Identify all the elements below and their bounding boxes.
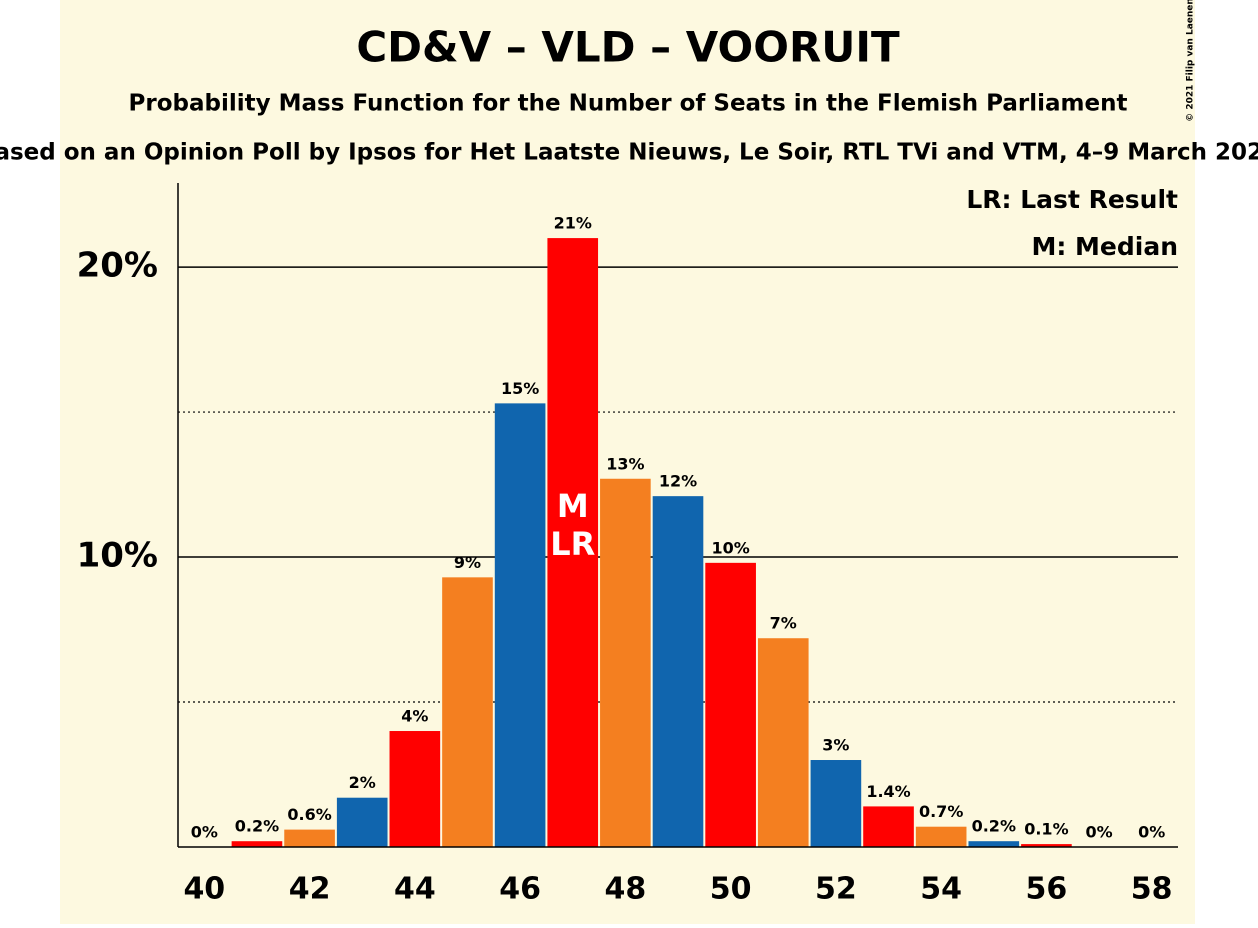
legend-entry: M: Median	[1031, 232, 1178, 261]
x-tick-label: 56	[1026, 872, 1068, 907]
bar	[757, 638, 809, 847]
bar	[547, 238, 599, 848]
value-label: 15%	[501, 379, 539, 398]
bar	[1021, 844, 1072, 847]
bar	[284, 829, 335, 847]
bar	[863, 806, 914, 847]
y-tick-label: 20%	[77, 246, 158, 286]
value-label: 3%	[822, 736, 849, 755]
x-tick-label: 52	[815, 872, 857, 907]
bar	[494, 403, 546, 847]
value-label: 0%	[1138, 823, 1165, 842]
bar	[968, 841, 1020, 847]
bar	[336, 797, 388, 847]
value-label: 0%	[191, 823, 218, 842]
bar	[915, 826, 967, 847]
annotation: LR	[550, 525, 595, 563]
value-label: 0.7%	[919, 802, 963, 821]
chart-title: CD&V – VLD – VOORUIT	[356, 23, 900, 72]
value-label: 9%	[454, 553, 481, 572]
y-tick-label: 10%	[77, 536, 158, 576]
value-label: 21%	[554, 214, 592, 233]
x-tick-label: 40	[183, 872, 225, 907]
value-label: 7%	[770, 614, 797, 633]
value-label: 12%	[659, 472, 697, 491]
value-label: 0.1%	[1024, 820, 1068, 839]
value-label: 4%	[401, 707, 428, 726]
bar	[231, 841, 283, 847]
x-tick-label: 48	[604, 872, 646, 907]
x-tick-label: 50	[710, 872, 752, 907]
value-label: 2%	[349, 773, 376, 792]
bar	[705, 562, 756, 847]
bar	[652, 496, 704, 847]
value-label: 1.4%	[866, 782, 910, 801]
value-label: 13%	[606, 454, 644, 473]
bar	[389, 731, 441, 847]
value-label: 10%	[711, 538, 749, 557]
x-tick-label: 58	[1131, 872, 1173, 907]
x-tick-label: 44	[394, 872, 436, 907]
x-tick-label: 54	[920, 872, 962, 907]
x-tick-label: 46	[499, 872, 541, 907]
value-label: 0.2%	[235, 817, 279, 836]
bar	[810, 760, 862, 847]
copyright: © 2021 Filip van Laenen	[1186, 0, 1196, 122]
value-label: 0%	[1085, 823, 1112, 842]
x-tick-label: 42	[289, 872, 331, 907]
value-label: 0.6%	[287, 805, 331, 824]
chart-caption: Based on an Opinion Poll by Ipsos for He…	[0, 140, 1258, 166]
value-label: 0.2%	[972, 817, 1016, 836]
bar	[600, 478, 651, 847]
annotation: M	[557, 487, 589, 525]
bar	[442, 577, 493, 847]
chart-subtitle: Probability Mass Function for the Number…	[129, 91, 1128, 117]
legend-entry: LR: Last Result	[966, 185, 1178, 214]
